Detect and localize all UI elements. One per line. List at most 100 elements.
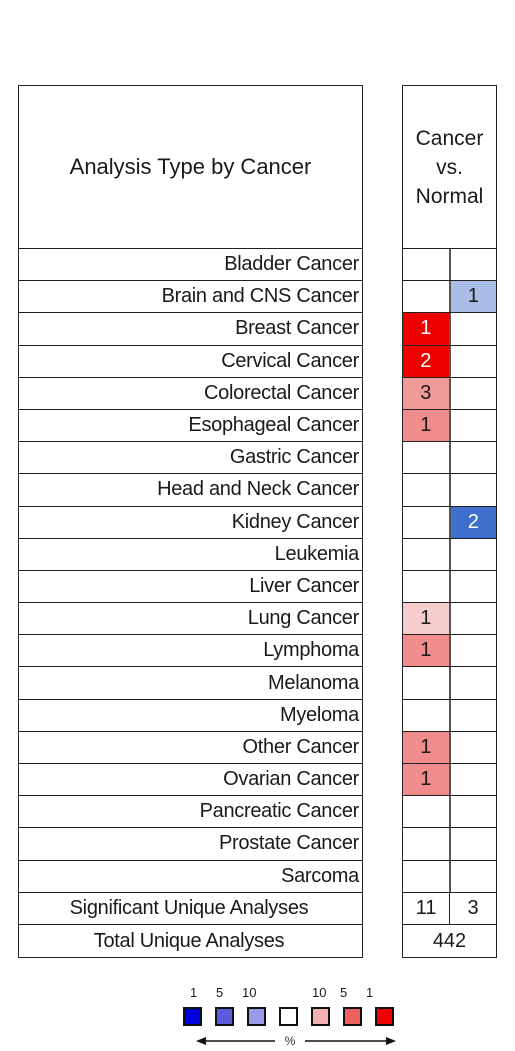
overexpression-cell — [403, 506, 451, 538]
underexpression-cell — [451, 410, 497, 441]
overexpression-cell: 1 — [403, 409, 451, 442]
legend-swatch — [247, 1007, 266, 1026]
significant-up-count: 11 — [403, 892, 450, 924]
row-header-title: Analysis Type by Cancer — [19, 86, 362, 249]
overexpression-cell: 2 — [403, 345, 451, 377]
legend-axis-label: % — [285, 1034, 296, 1048]
cell-count: 1 — [403, 409, 449, 442]
cell-count — [403, 796, 449, 827]
cell-count — [451, 861, 497, 892]
count-row: 1 — [403, 764, 497, 797]
cancer-type-label: Ovarian Cancer — [19, 764, 362, 797]
legend-swatch — [183, 1007, 202, 1026]
count-row — [403, 699, 497, 732]
underexpression-cell — [451, 313, 497, 344]
cell-count — [451, 442, 497, 473]
overexpression-cell — [403, 570, 451, 603]
overexpression-cell: 1 — [403, 313, 451, 345]
count-row — [403, 667, 496, 700]
cell-count: 1 — [450, 281, 496, 313]
cell-count: 1 — [403, 731, 449, 763]
color-legend: 1 5 10 10 5 1 % — [180, 985, 405, 1049]
cell-count — [451, 828, 497, 859]
cell-count: 2 — [450, 506, 496, 538]
count-row: 1 — [403, 635, 497, 668]
count-row — [403, 474, 497, 507]
count-row — [403, 538, 497, 571]
overexpression-cell — [403, 249, 451, 281]
cancer-type-label: Colorectal Cancer — [19, 378, 362, 410]
underexpression-cell — [451, 603, 497, 634]
underexpression-cell — [451, 539, 497, 570]
legend-tick-label: 10 — [312, 985, 327, 1000]
cancer-type-label: Prostate Cancer — [19, 828, 362, 861]
underexpression-cell — [451, 442, 497, 473]
cancer-type-label: Sarcoma — [19, 861, 362, 893]
cell-count — [403, 571, 449, 602]
overexpression-cell: 1 — [403, 731, 451, 763]
count-row: 2 — [403, 345, 497, 378]
cancer-type-label: Lung Cancer — [19, 603, 362, 636]
cell-count: 1 — [403, 764, 449, 796]
cancer-type-label: Other Cancer — [19, 732, 362, 764]
total-unique-count: 442 — [432, 929, 467, 952]
legend-tick-label: 5 — [216, 985, 224, 1000]
underexpression-cell — [451, 764, 497, 795]
cell-count — [451, 700, 497, 731]
underexpression-cell — [451, 732, 497, 763]
cancer-type-label: Gastric Cancer — [19, 442, 362, 475]
cancer-type-table: Analysis Type by Cancer Bladder Cancer Br… — [18, 85, 363, 959]
cell-count — [451, 346, 497, 377]
overexpression-cell — [403, 699, 451, 731]
underexpression-cell — [451, 474, 497, 505]
cell-count — [403, 539, 449, 570]
totals-label: Total Unique Analyses — [93, 929, 285, 952]
cancer-type-label: Melanoma — [19, 667, 362, 700]
count-row — [403, 828, 497, 861]
cell-count — [451, 571, 497, 602]
totals-row: 11 3 — [403, 892, 496, 925]
legend-swatch — [375, 1007, 394, 1026]
totals-row: 442 — [403, 925, 496, 957]
legend-tick-label: 1 — [366, 985, 374, 1000]
cell-count — [451, 249, 497, 280]
cancer-type-label: Lymphoma — [19, 635, 362, 668]
overexpression-cell: 1 — [403, 764, 451, 796]
count-row — [403, 860, 497, 893]
cancer-type-label: Breast Cancer — [19, 313, 362, 346]
cell-count: 1 — [403, 313, 449, 345]
count-row: 1 — [403, 281, 496, 314]
count-row — [403, 442, 497, 475]
cancer-type-label: Leukemia — [19, 539, 362, 571]
cancer-type-label: Esophageal Cancer — [19, 410, 362, 443]
count-row — [403, 796, 496, 829]
underexpression-cell — [451, 635, 497, 666]
count-row: 1 — [403, 603, 497, 636]
cell-count — [451, 732, 497, 763]
cell-count — [403, 281, 449, 312]
totals-label: Significant Unique Analyses — [19, 893, 362, 925]
cell-count — [403, 442, 449, 473]
underexpression-cell — [451, 828, 497, 859]
count-row: 3 — [403, 377, 497, 410]
underexpression-cell — [451, 861, 497, 892]
cell-count — [451, 410, 497, 441]
legend-swatch — [343, 1007, 362, 1026]
legend-tick-label: 10 — [242, 985, 257, 1000]
cancer-type-label: Cervical Cancer — [19, 346, 362, 378]
cell-count: 3 — [403, 377, 449, 409]
cell-count — [403, 507, 449, 538]
cell-count — [403, 861, 449, 892]
cell-count — [451, 539, 497, 570]
legend-swatch — [311, 1007, 330, 1026]
overexpression-cell: 1 — [403, 635, 451, 667]
legend-tick-label: 5 — [340, 985, 348, 1000]
cell-count — [403, 700, 449, 731]
cancer-type-label: Bladder Cancer — [19, 249, 362, 282]
overexpression-cell — [403, 281, 451, 313]
underexpression-cell — [451, 378, 497, 409]
legend-swatch — [279, 1007, 298, 1026]
cancer-type-label: Liver Cancer — [19, 571, 362, 604]
cell-count — [451, 764, 497, 795]
overexpression-cell: 3 — [403, 377, 451, 409]
